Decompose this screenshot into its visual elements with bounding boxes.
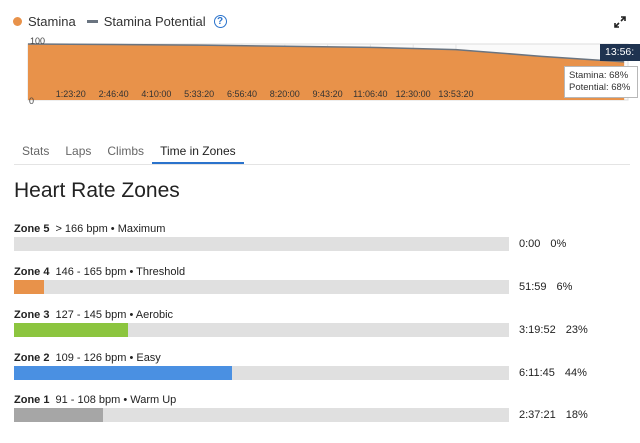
chart-tooltip: Stamina: 68% Potential: 68%	[564, 66, 638, 98]
zone-bar-fill	[14, 280, 44, 294]
zone-value: 6:11:45 44%	[519, 367, 587, 379]
zone-time: 2:37:21	[519, 409, 556, 421]
zone-row-3: Zone 3 127 - 145 bpm • Aerobic 3:19:52 23%	[14, 309, 630, 349]
zone-name: Zone 2	[14, 352, 50, 364]
x-tick-label: 8:20:00	[270, 89, 300, 99]
zone-value: 51:59 6%	[519, 281, 572, 293]
zone-range: 91 - 108 bpm • Warm Up	[55, 394, 177, 406]
zone-bar-track	[14, 323, 509, 337]
tab-stats[interactable]: Stats	[22, 144, 50, 158]
zone-value: 0:00 0%	[519, 238, 566, 250]
zone-label: Zone 2 109 - 126 bpm • Easy	[14, 352, 161, 364]
zone-range: 146 - 165 bpm • Threshold	[55, 266, 186, 278]
zone-label: Zone 5 > 166 bpm • Maximum	[14, 223, 165, 235]
x-tick-label: 6:56:40	[227, 89, 257, 99]
zone-name: Zone 1	[14, 394, 50, 406]
zone-time: 6:11:45	[519, 367, 555, 379]
zone-range: 109 - 126 bpm • Easy	[55, 352, 161, 364]
stamina-potential-line	[27, 43, 625, 63]
x-tick-label: 11:06:40	[353, 89, 387, 99]
x-tick-label: 13:53:20	[438, 89, 473, 99]
zone-label: Zone 4 146 - 165 bpm • Threshold	[14, 266, 185, 278]
zone-percent: 18%	[565, 409, 588, 421]
potential-legend-swatch	[86, 20, 98, 23]
stamina-area	[28, 44, 625, 100]
zone-value: 2:37:21 18%	[519, 409, 588, 421]
stamina-chart[interactable]: 1:23:20 2:46:40 4:10:00 5:33:20 6:56:40 8:20:…	[0, 34, 640, 106]
y-axis-min-label: 0	[29, 96, 34, 106]
tooltip-stamina: Stamina: 68%	[569, 70, 629, 81]
stamina-legend-swatch	[13, 17, 22, 26]
zone-row-1: Zone 1 91 - 108 bpm • Warm Up 2:37:21 18%	[14, 394, 630, 434]
zone-name: Zone 4	[14, 266, 50, 278]
tab-climbs[interactable]: Climbs	[107, 144, 145, 158]
zone-row-5: Zone 5 > 166 bpm • Maximum 0:00 0%	[14, 223, 630, 263]
tooltip-potential: Potential: 68%	[569, 82, 631, 93]
zone-time: 3:19:52	[519, 324, 556, 336]
y-axis-max-label: 100	[30, 36, 45, 46]
zone-bar-fill	[14, 366, 232, 380]
tab-time-in-zones[interactable]: Time in Zones	[152, 140, 244, 164]
zone-percent: 6%	[556, 281, 573, 293]
x-tick-label: 4:10:00	[141, 89, 171, 99]
zone-bar-fill	[14, 408, 104, 422]
page-title: Heart Rate Zones	[14, 179, 180, 202]
chart-legend: Stamina Stamina Potential ?	[13, 14, 227, 29]
x-tick-label: 5:33:20	[184, 89, 214, 99]
zone-bar-track	[14, 237, 509, 251]
zone-row-4: Zone 4 146 - 165 bpm • Threshold 51:59 6%	[14, 266, 630, 306]
x-tick-label: 12:30:00	[396, 89, 431, 99]
help-icon[interactable]: ?	[213, 15, 227, 28]
zone-name: Zone 5	[14, 223, 50, 235]
tab-laps[interactable]: Laps	[65, 144, 92, 158]
zone-percent: 0%	[550, 238, 567, 250]
zone-range: 127 - 145 bpm • Aerobic	[55, 309, 174, 321]
zone-name: Zone 3	[14, 309, 50, 321]
cursor-time-badge: 13:56:	[600, 44, 640, 61]
zone-bar-track	[14, 280, 509, 294]
zone-value: 3:19:52 23%	[519, 324, 588, 336]
potential-legend-label: Stamina Potential	[103, 14, 206, 29]
zone-label: Zone 3 127 - 145 bpm • Aerobic	[14, 309, 173, 321]
zone-percent: 23%	[565, 324, 588, 336]
x-tick-label: 1:23:20	[56, 89, 86, 99]
stamina-legend-label: Stamina	[28, 14, 76, 29]
zone-bar-track	[14, 366, 509, 380]
x-tick-label: 9:43:20	[313, 89, 343, 99]
zone-row-2: Zone 2 109 - 126 bpm • Easy 6:11:45 44%	[14, 352, 630, 392]
zone-time: 51:59	[519, 281, 547, 293]
zone-bar-fill	[14, 323, 128, 337]
zone-time: 0:00	[519, 238, 541, 250]
x-tick-label: 2:46:40	[99, 89, 129, 99]
zone-bar-track	[14, 408, 509, 422]
expand-icon[interactable]	[614, 16, 626, 28]
zone-percent: 44%	[564, 367, 587, 379]
zone-range: > 166 bpm • Maximum	[55, 223, 166, 235]
activity-tabs: Stats Laps Climbs Time in Zones	[14, 140, 630, 165]
zone-label: Zone 1 91 - 108 bpm • Warm Up	[14, 394, 176, 406]
